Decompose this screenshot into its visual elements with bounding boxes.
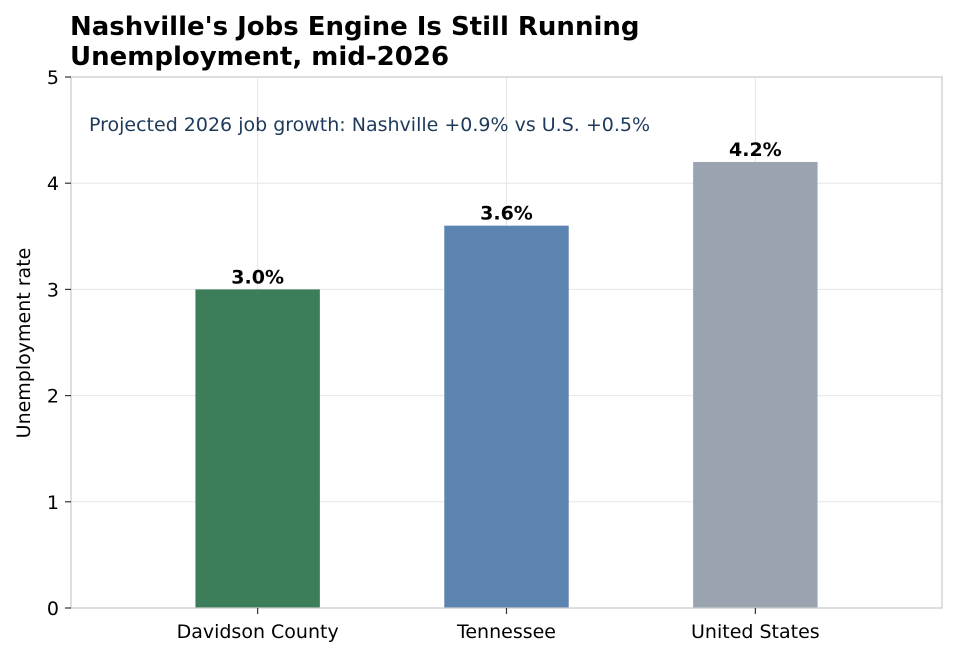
bar-value-label: 3.6% (480, 203, 533, 225)
y-tick-label: 1 (47, 492, 59, 514)
y-tick-label: 2 (47, 386, 59, 408)
y-tick-label: 0 (47, 598, 59, 620)
x-tick-label: Tennessee (456, 621, 556, 643)
bar-davidson-county (195, 289, 320, 608)
y-tick-label: 3 (47, 279, 59, 301)
y-axis-label: Unemployment rate (13, 248, 35, 439)
chart-annotation: Projected 2026 job growth: Nashville +0.… (89, 114, 650, 136)
y-tick-label: 5 (47, 67, 59, 89)
x-tick-label: Davidson County (177, 621, 339, 643)
x-tick-label: United States (691, 621, 820, 643)
bar-tennessee (444, 225, 569, 608)
chart-subtitle: Unemployment, mid-2026 (70, 42, 449, 72)
data-labels: 3.0% 3.6% 4.2% (231, 139, 781, 288)
bar-value-label: 4.2% (729, 139, 782, 161)
bars (195, 161, 818, 608)
bar-united-states (693, 161, 818, 608)
bar-value-label: 3.0% (231, 266, 284, 288)
chart-title: Nashville's Jobs Engine Is Still Running (70, 12, 640, 42)
y-tick-label: 4 (47, 173, 59, 195)
axis-ticks: 0 1 2 3 4 5 Davidson County Tennessee United Sta… (47, 67, 820, 643)
